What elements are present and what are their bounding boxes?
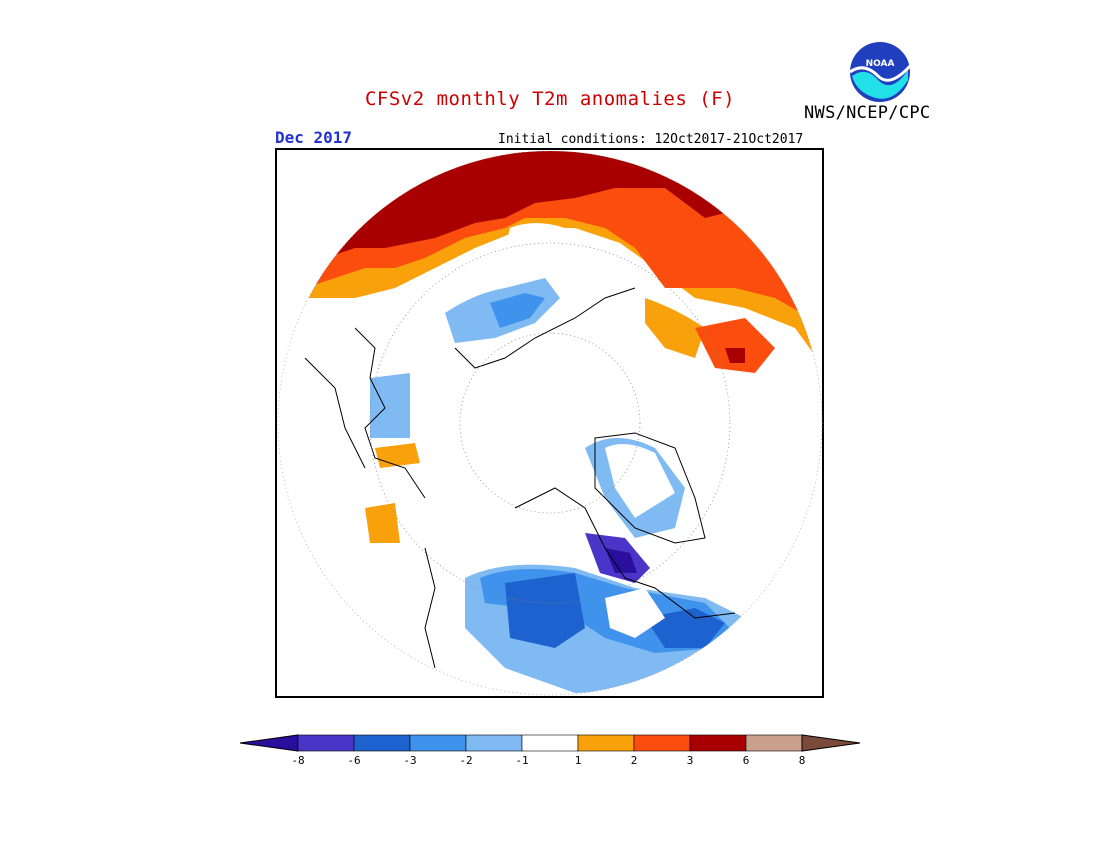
anomaly-region-zero-hudson bbox=[605, 588, 665, 638]
colorbar-box bbox=[745, 734, 803, 752]
initial-conditions: Initial conditions: 12Oct2017-21Oct2017 bbox=[498, 132, 804, 147]
colorbar-tick-label: 6 bbox=[743, 754, 750, 767]
colorbar-box bbox=[633, 734, 691, 752]
polar-map bbox=[275, 148, 824, 698]
colorbar-tick-label: -6 bbox=[347, 754, 360, 767]
agency-label: NWS/NCEP/CPC bbox=[804, 103, 931, 123]
anomaly-region-m1-europe bbox=[370, 373, 410, 438]
colorbar-tick-label: 3 bbox=[687, 754, 694, 767]
colorbar-legend: -8 -6 -3 -2 -1 1 2 3 6 8 bbox=[239, 734, 861, 767]
colorbar-tick-label: -1 bbox=[515, 754, 528, 767]
colorbar-tick-label: 8 bbox=[799, 754, 806, 767]
colorbar-arrow-high bbox=[801, 734, 861, 752]
anomaly-region-p1-atlantic bbox=[365, 503, 400, 543]
anomaly-region-m2-russia bbox=[490, 293, 545, 328]
colorbar-box bbox=[689, 734, 747, 752]
anomaly-region-zero-greenland bbox=[605, 444, 675, 518]
colorbar-tick-label: -8 bbox=[291, 754, 304, 767]
colorbar-box bbox=[577, 734, 635, 752]
colorbar-arrow-low bbox=[239, 734, 299, 752]
colorbar-box bbox=[521, 734, 579, 752]
colorbar-tick-label: 1 bbox=[575, 754, 582, 767]
anomaly-region-m3-north-america bbox=[505, 573, 585, 648]
forecast-month: Dec 2017 bbox=[275, 128, 353, 147]
colorbar-tick-label: -3 bbox=[403, 754, 416, 767]
anomaly-region-zero-siberia bbox=[505, 223, 625, 283]
colorbar-box bbox=[465, 734, 523, 752]
anomaly-region-p2-east bbox=[695, 318, 775, 373]
colorbar-box bbox=[409, 734, 467, 752]
logo-lettering: NOAA bbox=[866, 59, 895, 69]
colorbar-box bbox=[353, 734, 411, 752]
coastlines bbox=[304, 287, 736, 669]
noaa-logo: NOAA bbox=[849, 42, 912, 102]
colorbar-box bbox=[297, 734, 355, 752]
anomaly-region-p1-east bbox=[645, 298, 705, 358]
latitude-circles bbox=[369, 242, 731, 604]
colorbar-tick-label: -2 bbox=[459, 754, 472, 767]
anomaly-region-m8-canada bbox=[605, 548, 637, 573]
anomaly-region-p3-east bbox=[725, 348, 745, 363]
colorbar-tick-label: 2 bbox=[631, 754, 638, 767]
map-title: CFSv2 monthly T2m anomalies (F) bbox=[364, 88, 736, 110]
